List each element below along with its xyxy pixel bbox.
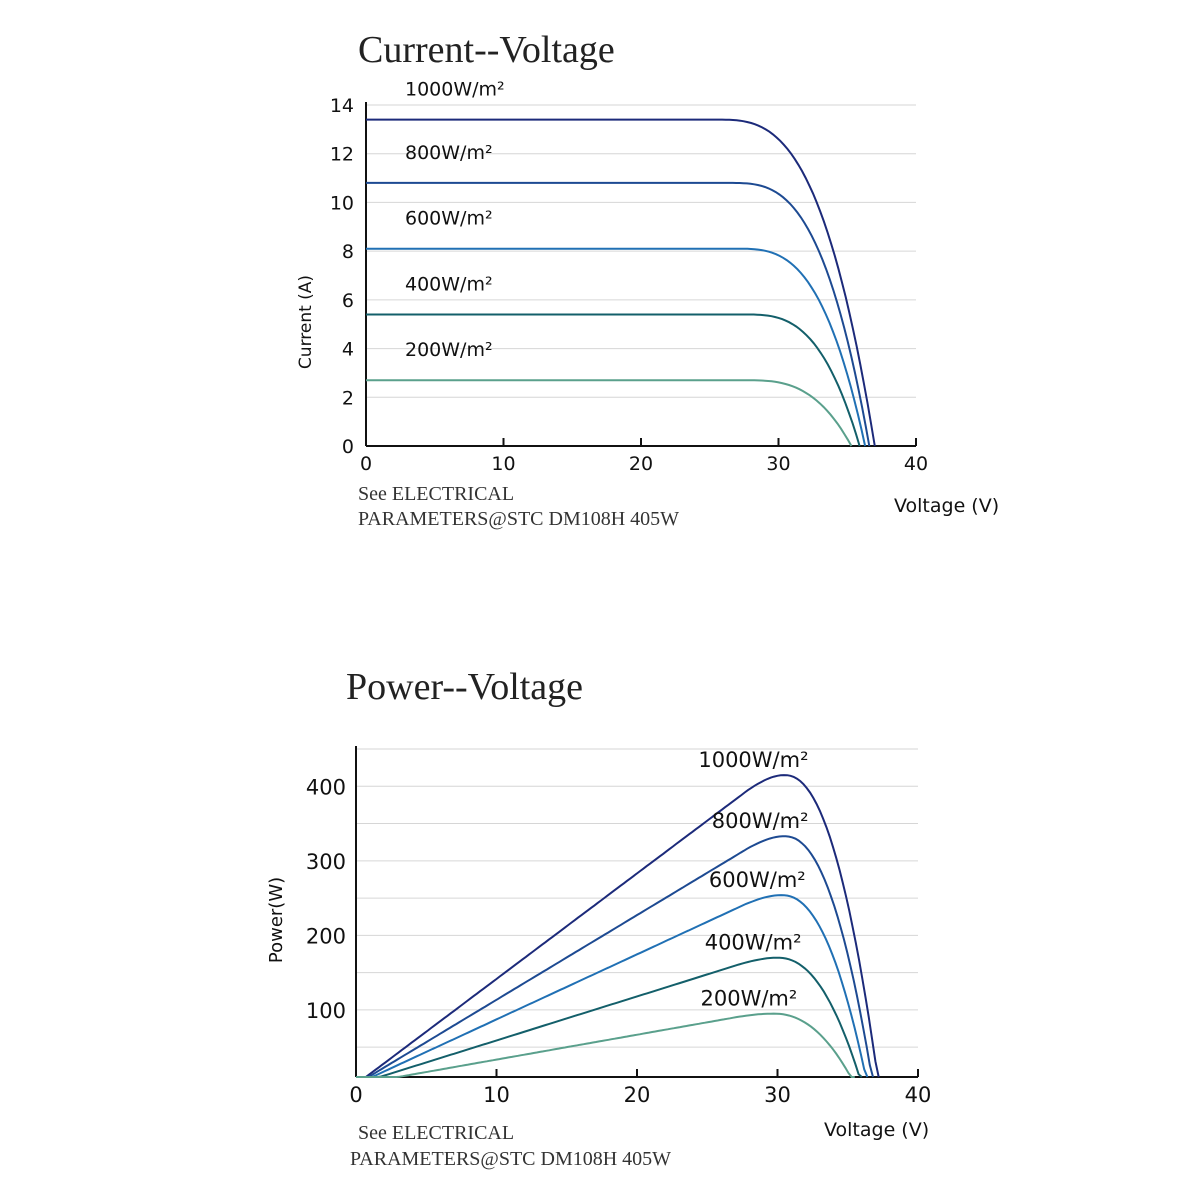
y-tick-label-14: 14	[330, 95, 354, 117]
pv-curve-200w-m	[356, 1012, 855, 1078]
iv-curve-600w-m	[366, 247, 867, 447]
iv-axes	[365, 102, 917, 447]
x-tick-label-0: 0	[360, 453, 372, 475]
pv-series-label-400w-m: 400W/m²	[705, 931, 802, 955]
pv-series-label-200w-m: 200W/m²	[700, 987, 797, 1011]
x-tick-label-30: 30	[764, 1083, 791, 1107]
y-axis-label: Power(W)	[266, 877, 287, 963]
y-tick-label-4: 4	[342, 339, 354, 361]
pv-series-label-600w-m: 600W/m²	[709, 868, 806, 892]
iv-series-label-800w-m: 800W/m²	[405, 142, 493, 164]
x-tick-label-40: 40	[905, 1083, 932, 1107]
pv-chart: Power--Voltage 100 200 300 400 0 10 20 30 40 Power…	[266, 666, 932, 1170]
iv-chart: Current--Voltage 0 2 4 6 8 10 12 14 0 10 20 30 40 Curr…	[296, 29, 999, 530]
pv-curve-800w-m	[356, 835, 874, 1078]
chart-title: Current--Voltage	[358, 29, 615, 71]
pv-gridlines	[356, 748, 918, 1048]
iv-series-label-600w-m: 600W/m²	[405, 208, 493, 230]
y-tick-label-6: 6	[342, 290, 354, 312]
pv-axes	[355, 746, 919, 1078]
note-line-2: PARAMETERS@STC DM108H 405W	[358, 508, 679, 530]
y-tick-label-200: 200	[306, 924, 346, 948]
x-tick-label-20: 20	[629, 453, 653, 475]
note-line-2: PARAMETERS@STC DM108H 405W	[350, 1148, 671, 1170]
note-line-1: See ELECTRICAL	[358, 1122, 514, 1144]
chart-title: Power--Voltage	[346, 666, 583, 708]
x-axis-label: Voltage (V)	[894, 495, 999, 517]
y-tick-label-2: 2	[342, 387, 354, 409]
iv-series-label-400w-m: 400W/m²	[405, 273, 493, 295]
y-axis-label: Current (A)	[296, 275, 316, 369]
iv-series-label-1000w-m: 1000W/m²	[405, 79, 505, 101]
pv-series-label-1000w-m: 1000W/m²	[698, 748, 808, 772]
x-tick-label-40: 40	[904, 453, 928, 475]
iv-curve-200w-m	[366, 379, 853, 447]
y-tick-label-8: 8	[342, 241, 354, 263]
y-tick-label-100: 100	[306, 999, 346, 1023]
x-tick-label-10: 10	[483, 1083, 510, 1107]
y-tick-label-12: 12	[330, 144, 354, 166]
y-tick-label-0: 0	[342, 436, 354, 458]
y-tick-label-300: 300	[306, 850, 346, 874]
iv-gridlines	[366, 104, 916, 398]
pv-curve-600w-m	[356, 894, 869, 1078]
x-tick-label-10: 10	[491, 453, 515, 475]
iv-curve-400w-m	[366, 313, 861, 447]
y-tick-label-10: 10	[330, 192, 354, 214]
iv-curve-1000w-m	[366, 118, 876, 447]
note-line-1: See ELECTRICAL	[358, 483, 514, 505]
y-tick-label-400: 400	[306, 775, 346, 799]
iv-series-label-200w-m: 200W/m²	[405, 339, 493, 361]
pv-series-label-800w-m: 800W/m²	[712, 809, 809, 833]
x-tick-label-30: 30	[766, 453, 790, 475]
x-tick-label-0: 0	[349, 1083, 362, 1107]
pv-curve-1000w-m	[356, 774, 880, 1078]
iv-curve-800w-m	[366, 181, 871, 447]
x-axis-label: Voltage (V)	[824, 1119, 929, 1141]
pv-curve-400w-m	[356, 956, 863, 1078]
x-tick-label-20: 20	[624, 1083, 651, 1107]
